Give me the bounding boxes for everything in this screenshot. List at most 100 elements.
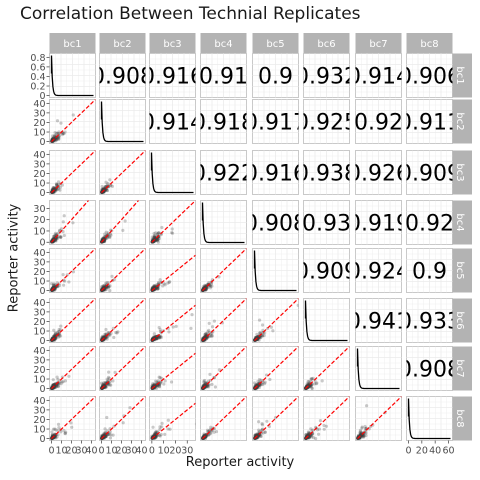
data-point (55, 137, 59, 141)
data-point (59, 324, 63, 328)
data-point (311, 436, 315, 440)
data-point (111, 326, 115, 330)
data-point (260, 323, 265, 327)
data-point (51, 283, 56, 287)
x-tick-label: 10 (158, 446, 170, 457)
data-point (258, 434, 263, 438)
data-point (109, 183, 113, 188)
data-point (52, 383, 56, 387)
data-point (315, 428, 320, 432)
data-point (52, 234, 57, 238)
data-point (169, 380, 174, 384)
data-point (53, 288, 57, 292)
data-point (259, 428, 264, 433)
data-point (159, 334, 163, 338)
data-point (152, 285, 156, 289)
x-tick-label: 10 (105, 446, 117, 457)
data-point (106, 181, 110, 186)
data-point (255, 432, 259, 436)
data-point (158, 335, 162, 340)
data-point (202, 379, 206, 383)
data-point (54, 139, 58, 143)
data-point (57, 130, 61, 134)
y-tick-label: 40 (33, 396, 45, 407)
data-point (53, 238, 58, 242)
data-point (57, 135, 61, 139)
data-point (69, 421, 73, 425)
data-point (158, 425, 162, 429)
fit-line (51, 248, 96, 292)
y-tick-label: 40 (33, 298, 45, 309)
correlation-value: 0.91 (199, 65, 248, 90)
correlation-value: 0.9 (258, 65, 293, 90)
data-point (104, 187, 108, 192)
data-point (105, 384, 109, 388)
data-point (152, 383, 156, 387)
correlation-value: 0.917 (244, 111, 307, 136)
fit-line (202, 346, 247, 390)
data-point (205, 383, 209, 388)
data-point (51, 186, 56, 190)
data-point (51, 335, 56, 339)
panel-bc8-bc2 (99, 396, 146, 441)
data-point (155, 336, 159, 340)
strip-top-bc2 (99, 33, 146, 53)
data-point (307, 435, 312, 439)
strip-right-bc5 (450, 248, 472, 293)
correlation-value: 0.938 (295, 162, 358, 187)
data-point (317, 427, 321, 431)
panel-bc4-bc8: 0.92 (406, 200, 453, 245)
data-point (54, 332, 58, 336)
panel-bc5-bc2 (99, 248, 146, 293)
fit-line (151, 402, 196, 440)
data-point (103, 432, 107, 436)
data-point (258, 330, 262, 335)
x-tick-label: 30 (75, 446, 87, 457)
data-point (207, 429, 212, 433)
panel-bc1-bc8: 0.906 (406, 53, 453, 98)
data-point (210, 325, 215, 329)
fit-line (151, 352, 196, 390)
data-point (190, 313, 194, 317)
data-point (252, 381, 257, 385)
strip-top-label: bc2 (113, 39, 131, 50)
panel-bc2-bc7: 0.92 (355, 99, 402, 144)
fit-line (151, 254, 196, 292)
data-point (204, 382, 208, 386)
data-point (53, 286, 57, 290)
panel-bc2-bc5: 0.917 (244, 99, 307, 144)
data-point (102, 235, 106, 239)
y-axis-label: Reporter activity (6, 203, 22, 313)
data-point (62, 279, 67, 283)
strip-right-label: bc6 (454, 311, 465, 329)
data-point (110, 274, 114, 278)
data-point (52, 283, 56, 288)
data-point (309, 377, 313, 381)
data-point (259, 378, 263, 382)
data-point (55, 375, 59, 379)
data-point (306, 383, 310, 387)
data-point (106, 286, 110, 290)
y-tick-label: 30 (33, 307, 45, 318)
data-point (360, 426, 364, 430)
data-point (254, 382, 258, 387)
data-point (306, 430, 310, 434)
data-point (58, 234, 62, 239)
correlation-value: 0.932 (295, 65, 358, 90)
strip-top-bc6 (303, 33, 350, 53)
data-point (101, 433, 105, 437)
data-point (102, 433, 106, 437)
data-point (55, 187, 59, 192)
data-point (203, 284, 207, 288)
data-point (265, 419, 269, 423)
data-point (105, 415, 109, 420)
data-point (114, 330, 118, 335)
x-axis-label: Reporter activity (185, 455, 295, 470)
data-point (105, 337, 109, 341)
data-point (56, 429, 60, 433)
data-point (152, 285, 156, 289)
data-point (109, 233, 113, 237)
data-point (151, 236, 156, 240)
y-tick-label: 20 (33, 169, 45, 180)
data-point (159, 432, 163, 437)
